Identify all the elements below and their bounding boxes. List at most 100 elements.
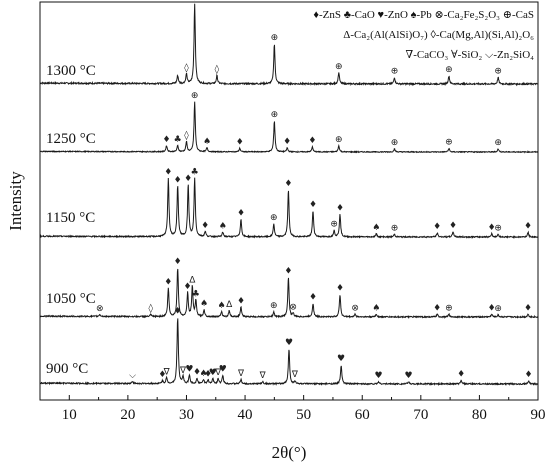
x-tick-label: 30 (179, 407, 194, 423)
diamond-icon: ♦ (313, 9, 319, 21)
legend-row: ∇-CaCO₃ ∀-SiO₂ ⌵-Zn₂SiO₄ (406, 49, 535, 61)
peak-marker: ⊕ (445, 65, 453, 75)
forall-icon: ∀ (448, 49, 458, 61)
club-icon: ♣ (341, 9, 351, 21)
peak-marker: ◊ (184, 130, 189, 141)
xrd-trace-4 (39, 318, 538, 387)
peak-marker: ⊕ (270, 301, 278, 311)
peak-marker: ◊ (148, 303, 153, 314)
peak-marker: ♦ (237, 208, 245, 218)
x-axis-label: 2θ(°) (272, 443, 307, 462)
legend: ♦-ZnS ♣-CaO ♥-ZnO ♠-Pb ⊗-Ca₂Fe₂S₂O₃ ⊕-Ca… (313, 9, 534, 61)
circle-times-icon: ⊗ (432, 9, 444, 21)
peak-marker: ⊕ (191, 91, 199, 101)
peak-marker: ♠ (372, 303, 380, 313)
peak-marker: ⊕ (445, 138, 453, 148)
peak-marker: ♥ (285, 338, 293, 348)
phase-markers-group: ⊕◊◊⊕⊕⊕⊕⊕♦♣◊⊕♠♦⊕♦♦⊕⊕⊕⊕♦♦♦♣♦♠♦⊕♦♦⊕♦♠⊕♦♦♦⊕♦… (96, 0, 533, 381)
temperature-labels-group: 1300 °C 1250 °C 1150 °C 1050 °C 900 °C (46, 63, 96, 377)
circle-plus-icon: ⊕ (500, 9, 512, 21)
peak-marker: ♥ (337, 354, 345, 364)
peak-marker: ♥ (219, 365, 227, 375)
traces-group (39, 3, 539, 387)
peak-marker: ∇ (237, 369, 245, 379)
chevron-icon: ⌵ (482, 49, 494, 61)
peak-marker: ⊕ (335, 62, 343, 72)
peak-marker: ♦ (524, 303, 532, 313)
peak-marker: ♦ (174, 175, 182, 185)
xrd-trace-2 (39, 177, 539, 239)
peak-marker: ◊ (184, 62, 189, 73)
peak-marker: ♦ (457, 370, 465, 380)
peak-marker: ♦ (164, 168, 172, 178)
peak-marker: ♦ (284, 267, 292, 277)
peak-marker: ♦ (309, 292, 317, 302)
x-tick-label: 40 (238, 407, 253, 423)
triangle-icon: Δ (343, 29, 350, 41)
peak-marker: ♦ (488, 303, 496, 313)
peak-marker: ♦ (433, 303, 441, 313)
peak-marker: ♦ (164, 277, 172, 287)
peak-marker: ♠ (372, 223, 380, 233)
peak-marker: ♦ (283, 137, 291, 147)
legend-entry-label: -CaCO₃ (413, 49, 448, 61)
temperature-label: 1250 °C (46, 131, 96, 147)
nabla-icon: ∇ (406, 49, 414, 61)
legend-entry-label: -Ca(Mg,Al)(Si,Al)₂O₆ (436, 29, 534, 41)
peak-marker: ♠ (218, 301, 226, 311)
peak-marker: ∇ (259, 371, 267, 381)
peak-marker: ♦ (184, 174, 192, 184)
peak-marker: ⊕ (494, 304, 502, 314)
peak-marker: ∇ (163, 367, 171, 377)
x-tick-label: 60 (355, 407, 370, 423)
peak-marker: ∇ (179, 366, 187, 376)
x-tick-label: 50 (296, 407, 311, 423)
peak-marker: ♦ (308, 136, 316, 146)
plot-frame (39, 1, 539, 401)
peak-marker: ♥ (209, 368, 217, 378)
peak-marker: ⊕ (391, 138, 399, 148)
x-tick-label: 70 (413, 407, 428, 423)
temperature-label: 1150 °C (46, 210, 95, 226)
peak-marker: ◊ (215, 64, 220, 75)
peak-marker: ⊕ (391, 67, 399, 77)
legend-entry-label: -CaS (512, 9, 534, 21)
legend-entry-label: -SiO₂ (458, 49, 483, 61)
peak-marker: ♦ (184, 282, 192, 292)
temperature-label: 1050 °C (46, 291, 96, 307)
peak-marker: ♦ (336, 203, 344, 213)
peak-marker: ⊗ (96, 304, 104, 314)
spade-icon: ♠ (408, 9, 417, 21)
peak-marker: ♦ (236, 138, 244, 148)
x-tick-label: 90 (531, 407, 546, 423)
peak-marker: ♦ (488, 223, 496, 233)
peak-marker: ♠ (203, 137, 211, 147)
peak-marker: ♥ (185, 365, 193, 375)
peak-marker: ⊕ (270, 213, 278, 223)
temperature-label: 1300 °C (46, 63, 96, 79)
peak-marker: ♦ (174, 307, 182, 317)
legend-entry-label: -Pb (416, 9, 432, 21)
peak-marker: ♦ (158, 370, 166, 380)
x-tick-label: 20 (120, 407, 135, 423)
peak-marker: ⊕ (271, 110, 279, 120)
legend-row: Δ-Ca₂(Al(AlSi)O₇) ◊-Ca(Mg,Al)(Si,Al)₂O₆ (343, 29, 534, 41)
peak-marker: ♦ (163, 135, 171, 145)
peak-marker: ⊕ (445, 303, 453, 313)
y-axis-label: Intensity (6, 171, 25, 231)
legend-entry-label: -Ca₂Fe₂S₂O₃ (444, 9, 500, 21)
legend-entry-label: -Ca₂(Al(AlSi)O₇) (350, 29, 428, 41)
peak-marker: ⊗ (351, 303, 359, 313)
peak-marker: ⊕ (271, 33, 279, 43)
peak-marker: ♦ (433, 222, 441, 232)
x-tick-label: 80 (472, 407, 487, 423)
peak-marker: ♦ (174, 257, 182, 267)
legend-row: ♦-ZnS ♣-CaO ♥-ZnO ♠-Pb ⊗-Ca₂Fe₂S₂O₃ ⊕-Ca… (313, 9, 534, 21)
peak-marker: ♣ (174, 135, 182, 145)
peak-marker: ♠ (219, 221, 227, 231)
lozenge-icon: ◊ (428, 29, 437, 41)
xrd-trace-3 (39, 268, 539, 320)
peak-marker: ⊕ (391, 223, 399, 233)
